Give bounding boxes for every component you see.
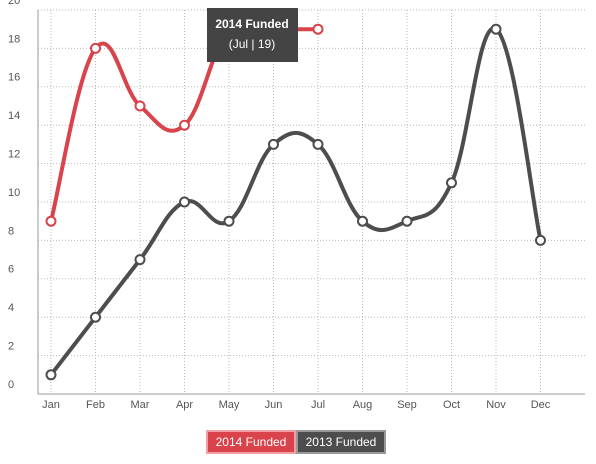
data-point bbox=[490, 23, 502, 35]
tooltip-text: (Jul | 19) bbox=[229, 37, 275, 51]
x-tick-label: Nov bbox=[486, 399, 506, 411]
data-point bbox=[90, 42, 101, 54]
y-tick-label: 12 bbox=[8, 149, 20, 161]
y-tick-label: 18 bbox=[8, 33, 20, 45]
x-tick-label: Jan bbox=[42, 399, 60, 411]
x-tick-label: Dec bbox=[531, 399, 551, 411]
data-point bbox=[357, 215, 368, 227]
data-point bbox=[401, 215, 413, 227]
tooltip-title: 2014 Funded bbox=[215, 17, 288, 31]
y-tick-label: 0 bbox=[8, 379, 14, 391]
x-tick-label: Apr bbox=[176, 399, 193, 411]
x-tick-label: Sep bbox=[397, 399, 417, 411]
x-tick-label: Jun bbox=[265, 399, 283, 411]
y-tick-label: 6 bbox=[8, 264, 14, 276]
y-tick-label: 4 bbox=[8, 302, 14, 314]
y-tick-label: 16 bbox=[8, 72, 20, 84]
y-tick-label: 20 bbox=[8, 0, 20, 7]
legend-label: 2014 Funded bbox=[216, 435, 287, 449]
legend-item bbox=[296, 430, 386, 454]
y-tick-label: 8 bbox=[8, 225, 14, 237]
tooltip bbox=[207, 8, 298, 62]
legend-label: 2013 Funded bbox=[306, 435, 377, 449]
data-point bbox=[312, 138, 324, 150]
x-tick-label: Oct bbox=[443, 399, 460, 411]
data-point bbox=[535, 234, 546, 246]
data-point bbox=[45, 215, 57, 227]
y-tick-label: 14 bbox=[8, 110, 20, 122]
data-point bbox=[45, 369, 57, 381]
y-tick-label: 10 bbox=[8, 187, 20, 199]
data-point bbox=[179, 119, 190, 131]
x-tick-label: Feb bbox=[86, 399, 105, 411]
legend-item bbox=[206, 430, 296, 454]
data-point bbox=[134, 100, 146, 112]
data-point bbox=[223, 215, 235, 227]
data-point bbox=[446, 177, 457, 189]
data-point bbox=[312, 23, 324, 35]
data-point bbox=[134, 254, 146, 266]
data-point bbox=[90, 311, 101, 323]
data-point bbox=[268, 138, 279, 150]
x-tick-label: Mar bbox=[131, 399, 150, 411]
x-tick-label: Jul bbox=[311, 399, 325, 411]
x-tick-label: May bbox=[219, 399, 240, 411]
y-tick-label: 2 bbox=[8, 341, 14, 353]
data-point bbox=[179, 196, 190, 208]
x-tick-label: Aug bbox=[353, 399, 373, 411]
